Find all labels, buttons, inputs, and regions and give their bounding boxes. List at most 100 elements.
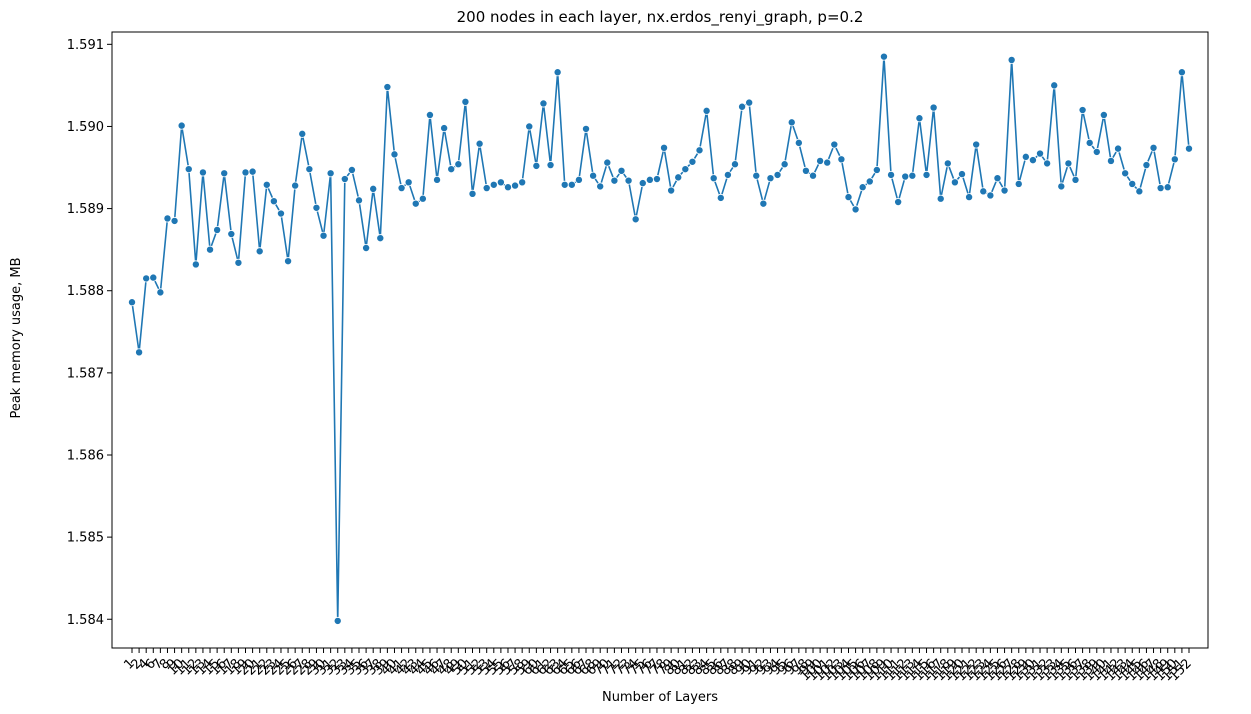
y-axis-label: Peak memory usage, MB [9, 257, 24, 418]
data-point [1142, 161, 1151, 170]
chart-title: 200 nodes in each layer, nx.erdos_renyi_… [457, 8, 864, 27]
data-point [319, 231, 328, 240]
data-point [1170, 155, 1179, 164]
y-tick-label: 1.591 [67, 38, 104, 53]
data-point [823, 158, 832, 167]
data-point [688, 157, 697, 166]
data-point [773, 170, 782, 179]
data-point [702, 106, 711, 115]
data-point [149, 273, 158, 282]
data-point [787, 118, 796, 127]
data-point [177, 121, 186, 130]
data-point [652, 175, 661, 184]
data-point [851, 205, 860, 214]
data-point [518, 178, 527, 187]
y-tick-label: 1.587 [67, 366, 104, 381]
data-point [716, 193, 725, 202]
data-point [1036, 149, 1045, 158]
plot-area [127, 52, 1194, 625]
data-point [1007, 55, 1016, 64]
data-point [780, 160, 789, 169]
data-point [362, 244, 371, 253]
data-point [447, 165, 456, 174]
data-point [759, 199, 768, 208]
data-point [383, 83, 392, 92]
data-point [624, 176, 633, 185]
data-point [433, 175, 442, 184]
plot-frame [111, 31, 1209, 649]
data-point [1099, 110, 1108, 119]
data-point [887, 170, 896, 179]
data-point [617, 166, 626, 175]
data-point [1185, 144, 1194, 153]
data-point [468, 189, 477, 198]
data-point [440, 124, 449, 133]
data-point [475, 139, 484, 148]
data-point [482, 184, 491, 193]
data-point [986, 191, 995, 200]
data-point [234, 258, 243, 267]
y-tick-label: 1.589 [67, 202, 104, 217]
data-point [695, 146, 704, 155]
data-point [674, 173, 683, 182]
data-point [461, 97, 470, 106]
data-point [1000, 186, 1009, 195]
data-point [766, 174, 775, 183]
data-point [950, 178, 959, 187]
data-point [922, 170, 931, 179]
data-point [972, 140, 981, 149]
data-point [709, 174, 718, 183]
data-point [957, 170, 966, 179]
data-point [631, 215, 640, 224]
data-point [404, 178, 413, 187]
data-point [1057, 182, 1066, 191]
data-point [305, 165, 314, 174]
data-point [667, 186, 676, 195]
data-point [965, 193, 974, 202]
data-point [801, 166, 810, 175]
data-point [390, 150, 399, 159]
data-point [1163, 183, 1172, 192]
data-point [610, 176, 619, 185]
data-point [248, 167, 257, 176]
data-point [255, 247, 264, 256]
data-point [901, 172, 910, 181]
data-point [241, 168, 250, 177]
x-axis-ticks: 1246789101112131415161718192021222324252… [121, 648, 1195, 684]
data-point [532, 161, 541, 170]
data-point [943, 159, 952, 168]
data-point [1071, 175, 1080, 184]
data-point [489, 180, 498, 189]
data-point [816, 156, 825, 165]
data-point [1043, 159, 1052, 168]
data-point [355, 196, 364, 205]
data-point [369, 184, 378, 193]
data-point [1177, 68, 1186, 77]
data-point [1106, 156, 1115, 165]
data-point [206, 245, 215, 254]
data-point [745, 98, 754, 107]
data-point [163, 214, 172, 223]
y-tick-label: 1.590 [67, 120, 104, 135]
data-point [723, 170, 732, 179]
data-point [425, 110, 434, 119]
data-point [220, 169, 229, 178]
data-point [397, 184, 406, 193]
data-point [794, 138, 803, 147]
data-point [340, 175, 349, 184]
data-point [284, 257, 293, 266]
data-point [1092, 147, 1101, 156]
data-point [262, 180, 271, 189]
data-point [135, 348, 144, 357]
data-point [142, 274, 151, 283]
data-point [127, 298, 136, 307]
data-point [276, 209, 285, 218]
data-point [1114, 144, 1123, 153]
data-point [979, 187, 988, 196]
data-point [1128, 179, 1137, 188]
data-point [560, 180, 569, 189]
data-point [227, 230, 236, 239]
data-point [269, 197, 278, 206]
